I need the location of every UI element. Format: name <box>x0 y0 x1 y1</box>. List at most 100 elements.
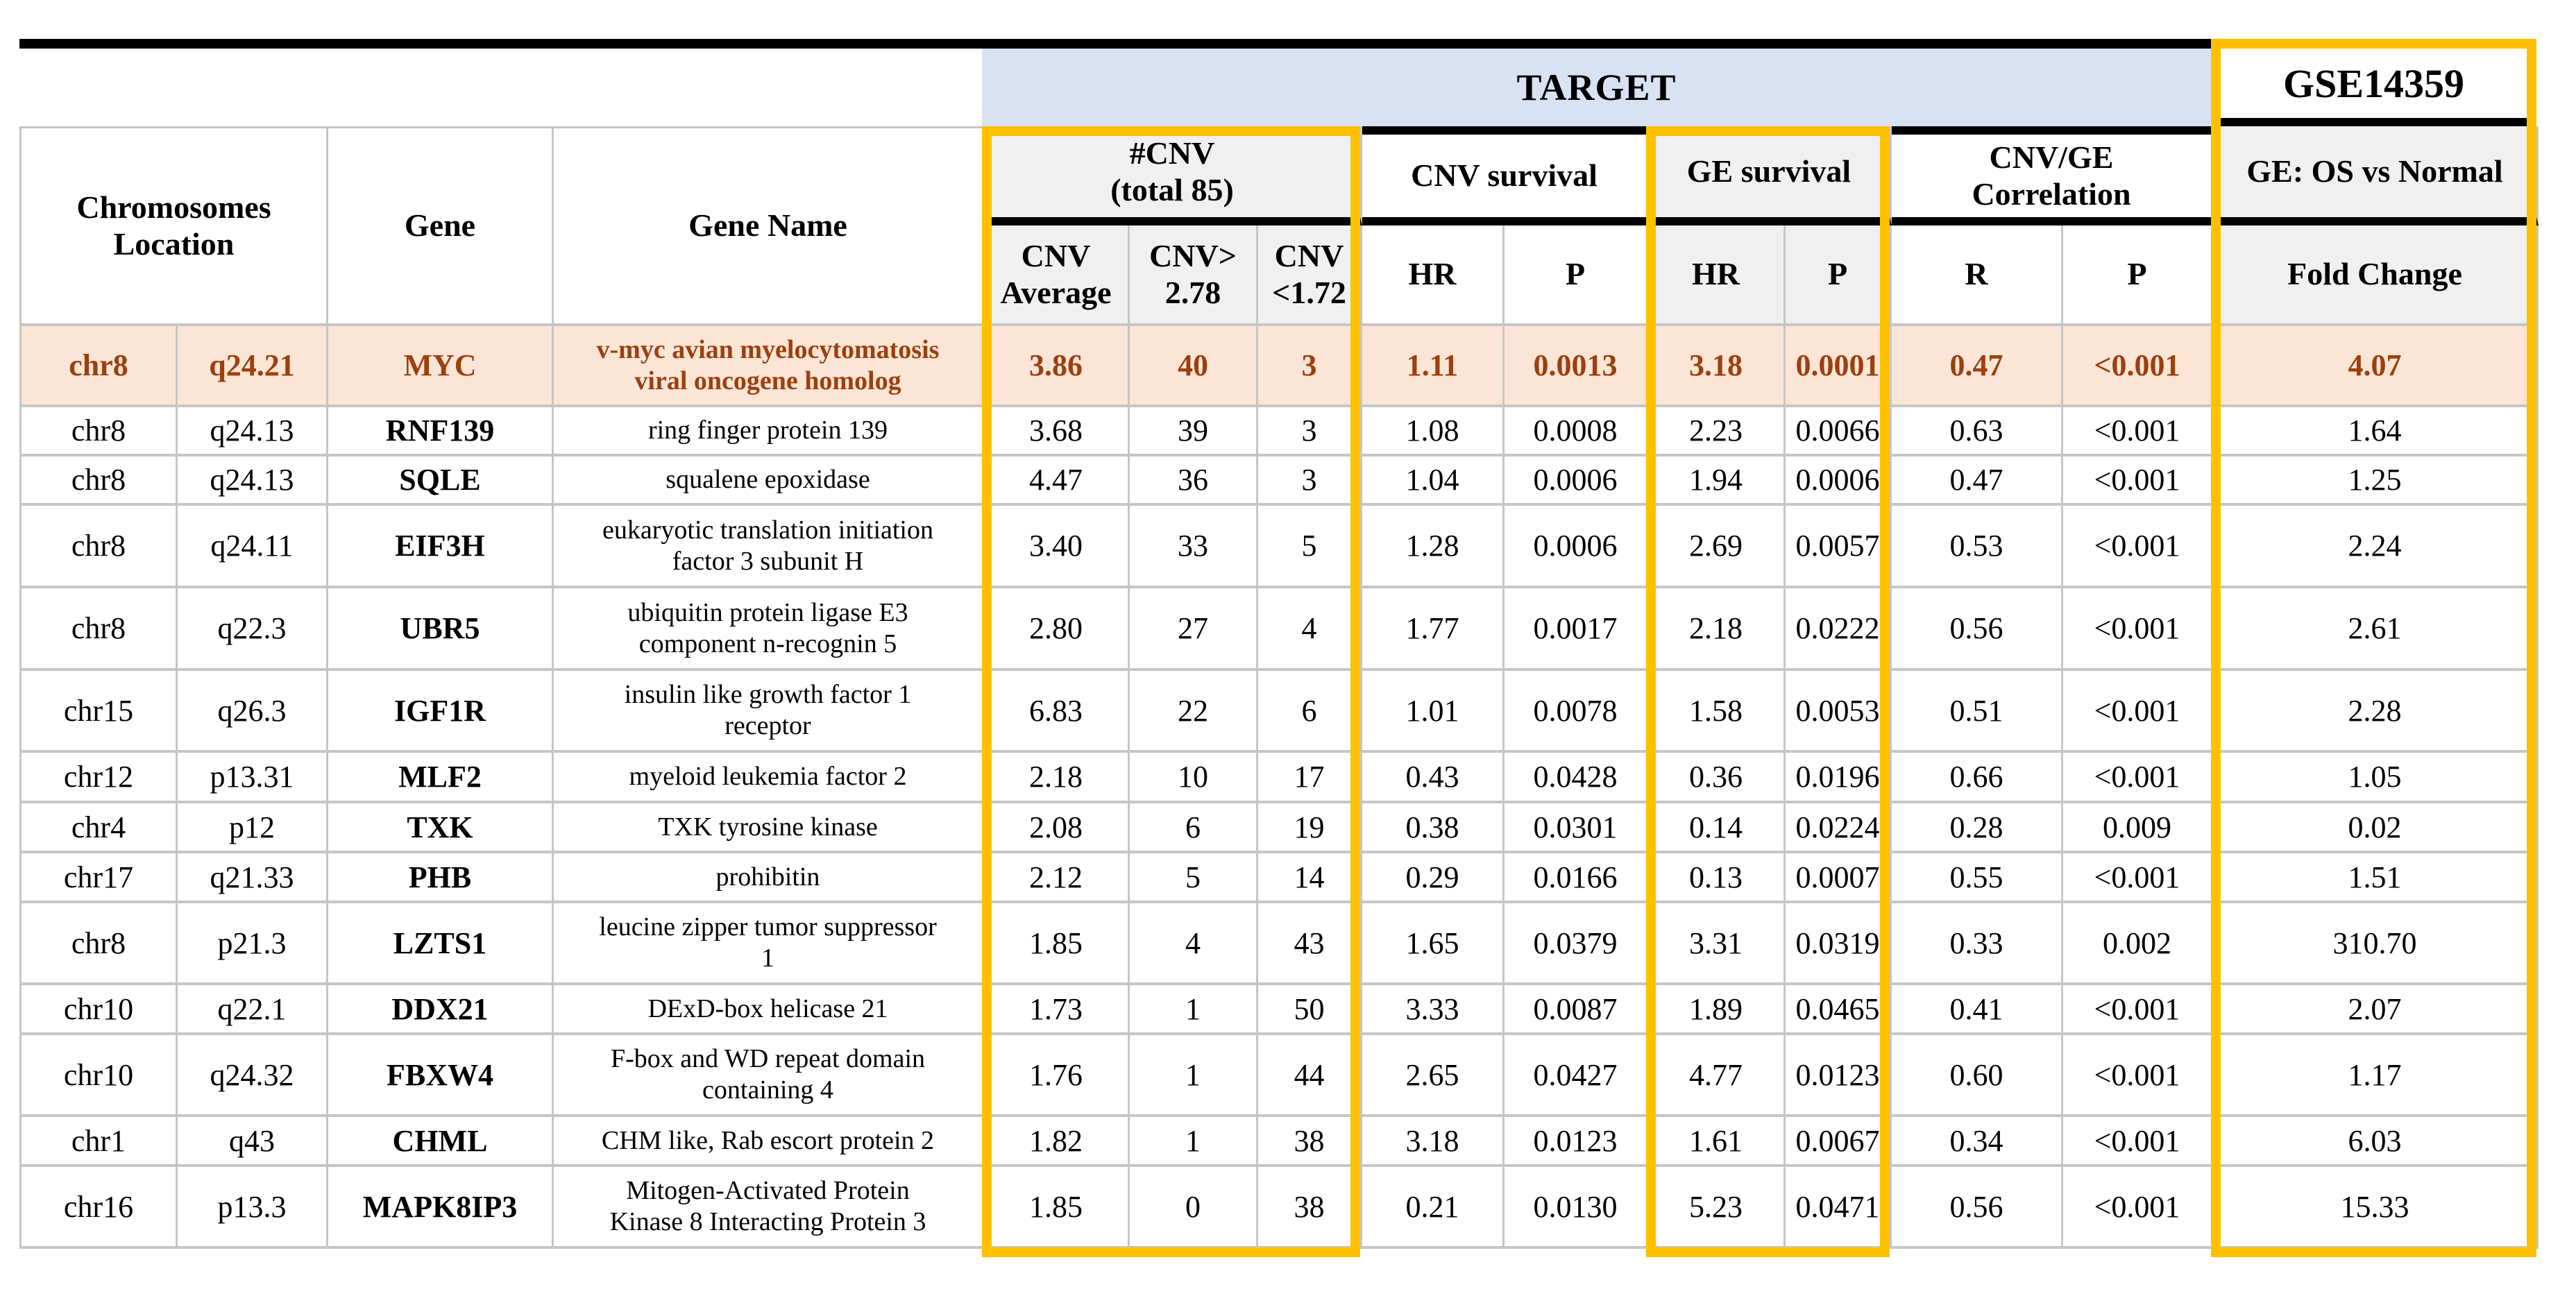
cell-cnv_lt172: 38 <box>1258 1167 1362 1249</box>
cell-ge_p: 0.0123 <box>1786 1035 1892 1117</box>
cell-chr: chr16 <box>22 1167 178 1249</box>
cell-fold_change: 1.64 <box>2213 407 2539 457</box>
cell-ge_p: 0.0001 <box>1786 326 1892 407</box>
cell-cnv_gt278: 27 <box>1130 588 1258 671</box>
cell-cnv_lt172: 6 <box>1258 671 1362 753</box>
cell-name: Mitogen-Activated Protein Kinase 8 Inter… <box>554 1167 984 1249</box>
cell-ge_hr: 1.89 <box>1648 985 1786 1035</box>
cell-ge_hr: 2.18 <box>1648 588 1786 671</box>
cell-loc: p13.31 <box>178 753 328 803</box>
cell-cnv_gt278: 0 <box>1130 1167 1258 1249</box>
cell-ge_hr: 3.18 <box>1648 326 1786 407</box>
cell-ge_hr: 5.23 <box>1648 1167 1786 1249</box>
cell-ge_hr: 0.14 <box>1648 803 1786 853</box>
cell-cnv_hr: 0.29 <box>1362 853 1505 903</box>
cell-cnv_lt172: 50 <box>1258 985 1362 1035</box>
subheader-cnv-gt-2-78: CNV> 2.78 <box>1130 225 1258 326</box>
group-header-cnv-ge-correlation: CNV/GE Correlation <box>1892 126 2213 225</box>
column-header-gene-name: Gene Name <box>554 126 984 326</box>
cell-ge_p: 0.0196 <box>1786 753 1892 803</box>
cell-chr: chr17 <box>22 853 178 903</box>
cell-cnv_p: 0.0123 <box>1505 1117 1648 1167</box>
cell-name: myeloid leukemia factor 2 <box>554 753 984 803</box>
cell-cnv_avg: 2.80 <box>984 588 1130 671</box>
cell-p: 0.009 <box>2063 803 2213 853</box>
cell-name: DExD-box helicase 21 <box>554 985 984 1035</box>
cell-loc: q26.3 <box>178 671 328 753</box>
subheader-cnv-survival-hr: HR <box>1362 225 1505 326</box>
cell-cnv_gt278: 1 <box>1130 1117 1258 1167</box>
cell-cnv_lt172: 3 <box>1258 457 1362 506</box>
gse-dataset-header: GSE14359 <box>2211 49 2536 126</box>
cell-cnv_lt172: 3 <box>1258 326 1362 407</box>
subheader-ge-survival-p: P <box>1786 225 1892 326</box>
cell-cnv_hr: 3.33 <box>1362 985 1505 1035</box>
cell-gene: CHML <box>328 1117 554 1167</box>
cell-cnv_avg: 6.83 <box>984 671 1130 753</box>
cell-p: <0.001 <box>2063 985 2213 1035</box>
cell-ge_p: 0.0066 <box>1786 407 1892 457</box>
cell-chr: chr1 <box>22 1117 178 1167</box>
cell-cnv_gt278: 33 <box>1130 506 1258 588</box>
cell-chr: chr10 <box>22 1035 178 1117</box>
cell-chr: chr8 <box>22 326 178 407</box>
cell-gene: DDX21 <box>328 985 554 1035</box>
cell-loc: p13.3 <box>178 1167 328 1249</box>
cell-r: 0.66 <box>1892 753 2063 803</box>
cell-loc: q24.11 <box>178 506 328 588</box>
cell-loc: q24.32 <box>178 1035 328 1117</box>
cell-cnv_gt278: 6 <box>1130 803 1258 853</box>
cell-cnv_hr: 1.01 <box>1362 671 1505 753</box>
cell-loc: q43 <box>178 1117 328 1167</box>
cell-chr: chr8 <box>22 407 178 457</box>
cell-r: 0.47 <box>1892 457 2063 506</box>
cell-ge_p: 0.0067 <box>1786 1117 1892 1167</box>
column-header-gene: Gene <box>328 126 554 326</box>
cell-cnv_hr: 2.65 <box>1362 1035 1505 1117</box>
results-table: Chromosomes Location Gene Gene Name #CNV… <box>19 126 2539 1249</box>
cell-ge_hr: 2.23 <box>1648 407 1786 457</box>
cell-cnv_gt278: 1 <box>1130 1035 1258 1117</box>
cell-cnv_lt172: 44 <box>1258 1035 1362 1117</box>
cell-cnv_p: 0.0087 <box>1505 985 1648 1035</box>
cell-loc: p12 <box>178 803 328 853</box>
cell-cnv_gt278: 5 <box>1130 853 1258 903</box>
subheader-correlation-r: R <box>1892 225 2063 326</box>
cell-loc: q21.33 <box>178 853 328 903</box>
cell-ge_hr: 3.31 <box>1648 903 1786 985</box>
cell-cnv_lt172: 4 <box>1258 588 1362 671</box>
subheader-correlation-p: P <box>2063 225 2213 326</box>
cell-cnv_hr: 0.21 <box>1362 1167 1505 1249</box>
cell-cnv_p: 0.0008 <box>1505 407 1648 457</box>
cell-ge_hr: 2.69 <box>1648 506 1786 588</box>
cell-ge_p: 0.0319 <box>1786 903 1892 985</box>
cell-cnv_hr: 1.65 <box>1362 903 1505 985</box>
cell-p: <0.001 <box>2063 1035 2213 1117</box>
cell-gene: TXK <box>328 803 554 853</box>
cell-ge_hr: 4.77 <box>1648 1035 1786 1117</box>
cell-fold_change: 1.17 <box>2213 1035 2539 1117</box>
group-header-cnv-survival: CNV survival <box>1362 126 1648 225</box>
subheader-cnv-lt-1-72: CNV <1.72 <box>1258 225 1362 326</box>
cell-ge_p: 0.0053 <box>1786 671 1892 753</box>
cell-cnv_p: 0.0428 <box>1505 753 1648 803</box>
cell-loc: q24.21 <box>178 326 328 407</box>
cell-chr: chr4 <box>22 803 178 853</box>
cell-loc: p21.3 <box>178 903 328 985</box>
group-header-ge-os-vs-normal: GE: OS vs Normal <box>2213 126 2539 225</box>
subheader-cnv-survival-p: P <box>1505 225 1648 326</box>
cell-fold_change: 1.25 <box>2213 457 2539 506</box>
cell-cnv_lt172: 14 <box>1258 853 1362 903</box>
cell-name: squalene epoxidase <box>554 457 984 506</box>
cell-cnv_hr: 3.18 <box>1362 1117 1505 1167</box>
target-banner: TARGET <box>982 49 2211 126</box>
cell-cnv_avg: 4.47 <box>984 457 1130 506</box>
subheader-ge-survival-hr: HR <box>1648 225 1786 326</box>
cell-chr: chr15 <box>22 671 178 753</box>
cell-cnv_avg: 2.08 <box>984 803 1130 853</box>
cell-ge_hr: 0.36 <box>1648 753 1786 803</box>
cell-ge_p: 0.0465 <box>1786 985 1892 1035</box>
cell-name: prohibitin <box>554 853 984 903</box>
cell-cnv_hr: 1.77 <box>1362 588 1505 671</box>
cell-cnv_p: 0.0017 <box>1505 588 1648 671</box>
